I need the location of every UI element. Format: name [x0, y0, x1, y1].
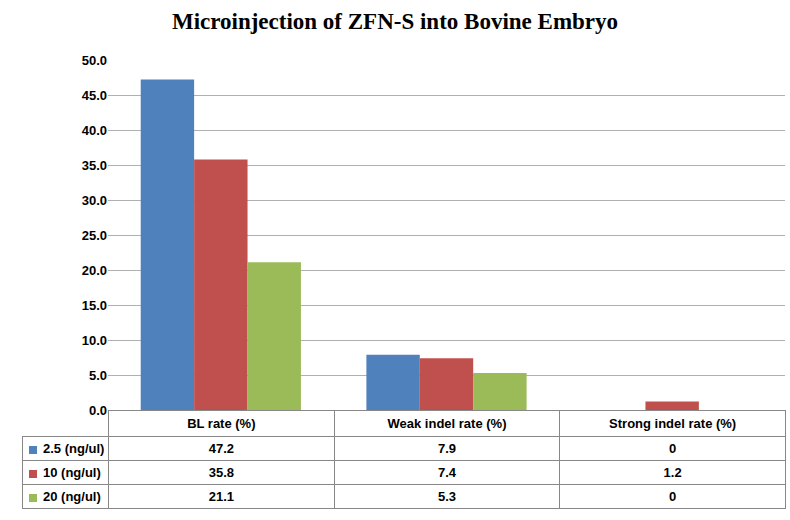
html-text:47.2: 47.2 — [208, 441, 234, 456]
html-text:35.8: 35.8 — [208, 465, 234, 480]
html-text:Strong indel rate (%): Strong indel rate (%) — [609, 416, 737, 431]
html-text:7.4: 7.4 — [437, 465, 456, 480]
svg-text:35.0: 35.0 — [82, 158, 107, 173]
html-text:7.9: 7.9 — [437, 441, 456, 456]
html-text:21.1: 21.1 — [208, 489, 234, 504]
svg-text:5.0: 5.0 — [89, 368, 107, 383]
html-text:0: 0 — [669, 441, 677, 456]
svg-text:15.0: 15.0 — [82, 298, 107, 313]
svg-text:50.0: 50.0 — [82, 53, 107, 68]
svg-text:Microinjection of ZFN-S into B: Microinjection of ZFN-S into Bovine Embr… — [172, 9, 618, 34]
svg-text:0.0: 0.0 — [88, 402, 107, 418]
html-text:10 (ng/ul): 10 (ng/ul) — [43, 465, 101, 480]
html-text:20 (ng/ul): 20 (ng/ul) — [43, 489, 101, 504]
svg-text:20.0: 20.0 — [82, 263, 107, 278]
html-text:BL rate (%): BL rate (%) — [187, 416, 256, 431]
html-text:1.2: 1.2 — [663, 465, 682, 480]
html-text:5.3: 5.3 — [437, 489, 456, 504]
svg-text:30.0: 30.0 — [82, 193, 107, 208]
svg-text:25.0: 25.0 — [82, 228, 107, 243]
svg-text:45.0: 45.0 — [82, 88, 107, 103]
svg-text:10.0: 10.0 — [82, 333, 107, 348]
html-text:Weak indel rate (%): Weak indel rate (%) — [387, 416, 507, 431]
html-text:2.5 (ng/ul): 2.5 (ng/ul) — [43, 441, 105, 456]
svg-text:40.0: 40.0 — [82, 123, 107, 138]
html-text:0: 0 — [669, 489, 677, 504]
